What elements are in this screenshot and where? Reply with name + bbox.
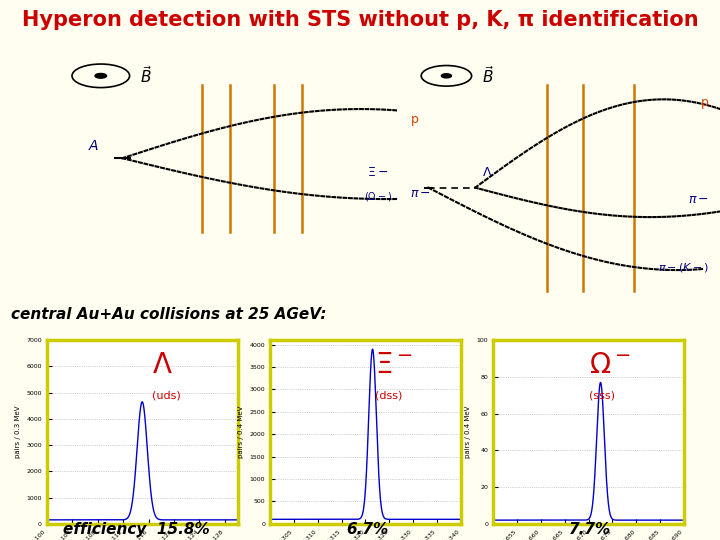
- Y-axis label: pairs / 0.4 MeV: pairs / 0.4 MeV: [238, 406, 244, 458]
- Text: $\pi-$: $\pi-$: [410, 187, 431, 200]
- Text: $\Lambda$: $\Lambda$: [482, 166, 493, 179]
- Text: $(\Omega-)$: $(\Omega-)$: [364, 190, 392, 203]
- Text: (uds): (uds): [152, 391, 181, 401]
- Text: p: p: [701, 96, 709, 109]
- Text: $\Xi-$: $\Xi-$: [367, 166, 389, 179]
- Text: $\Omega^-$: $\Omega^-$: [589, 352, 630, 379]
- Text: A: A: [89, 139, 99, 153]
- Text: (sss): (sss): [589, 391, 615, 401]
- Text: $\Lambda$: $\Lambda$: [152, 352, 173, 379]
- Text: Hyperon detection with STS without p, K, π identification: Hyperon detection with STS without p, K,…: [22, 10, 698, 30]
- Text: (dss): (dss): [375, 391, 402, 401]
- Text: $\vec{B}$: $\vec{B}$: [140, 65, 153, 86]
- Circle shape: [95, 73, 107, 78]
- Text: 7.7%: 7.7%: [570, 522, 611, 537]
- Y-axis label: pairs / 0.3 MeV: pairs / 0.3 MeV: [14, 406, 21, 458]
- Text: $\pi-$: $\pi-$: [688, 193, 709, 206]
- Text: $\Xi^-$: $\Xi^-$: [375, 352, 413, 379]
- Text: $\pi-(K-)$: $\pi-(K-)$: [658, 261, 709, 274]
- Y-axis label: pairs / 0.4 MeV: pairs / 0.4 MeV: [465, 406, 471, 458]
- Text: p: p: [410, 113, 418, 126]
- Text: efficiency  15.8%: efficiency 15.8%: [63, 522, 210, 537]
- Text: 6.7%: 6.7%: [346, 522, 388, 537]
- Text: central Au+Au collisions at 25 AGeV:: central Au+Au collisions at 25 AGeV:: [11, 307, 326, 322]
- Text: $\vec{B}$: $\vec{B}$: [482, 65, 495, 86]
- Circle shape: [441, 74, 451, 78]
